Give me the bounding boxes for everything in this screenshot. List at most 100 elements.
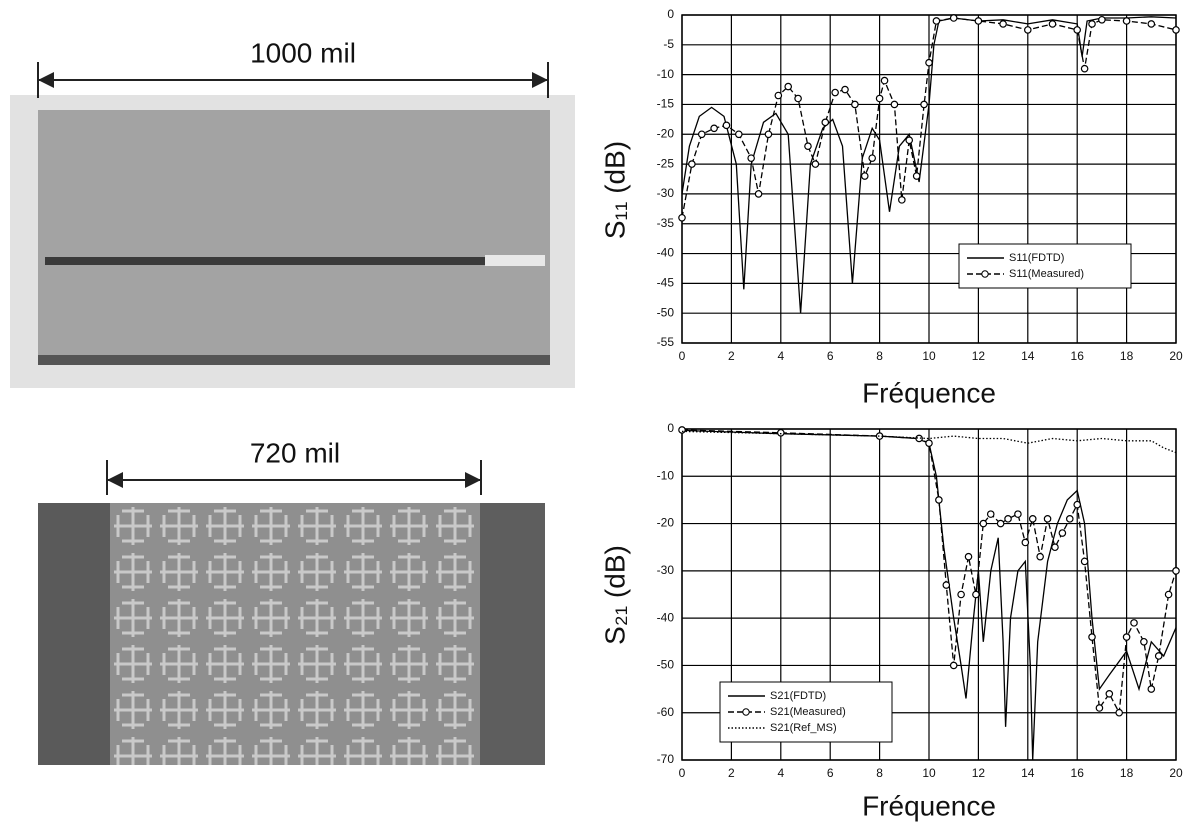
data-point xyxy=(1088,20,1096,28)
y-tick-label: 0 xyxy=(667,421,674,435)
y-tick-label: -70 xyxy=(657,752,675,766)
y-tick-label: -5 xyxy=(663,37,674,51)
data-point xyxy=(1105,689,1114,698)
data-point xyxy=(710,124,718,133)
data-point xyxy=(932,17,941,25)
data-point xyxy=(804,142,812,151)
data-point xyxy=(1164,590,1173,599)
data-point xyxy=(1088,633,1096,641)
data-point xyxy=(1073,500,1082,509)
data-point xyxy=(1172,567,1180,575)
data-point xyxy=(1058,529,1067,537)
data-point xyxy=(1065,515,1074,523)
data-point xyxy=(1098,15,1106,24)
y-tick-label: -30 xyxy=(657,563,675,577)
data-point xyxy=(860,172,869,180)
data-point xyxy=(942,581,951,589)
x-tick-label: 20 xyxy=(1169,766,1183,780)
legend-label: S11(Measured) xyxy=(1009,268,1084,280)
x-tick-label: 0 xyxy=(679,766,686,780)
x-tick-label: 4 xyxy=(777,766,784,780)
data-point xyxy=(811,160,820,168)
data-point xyxy=(972,590,980,599)
x-tick-label: 18 xyxy=(1120,766,1134,780)
data-point xyxy=(1036,552,1044,561)
x-tick-label: 8 xyxy=(876,349,883,363)
legend-marker xyxy=(742,708,750,716)
data-point xyxy=(999,20,1007,28)
data-point xyxy=(957,590,965,599)
data-point xyxy=(1048,20,1057,28)
legend: S11(FDTD) S11(Measured) xyxy=(958,243,1132,289)
data-point xyxy=(925,58,933,67)
photo-microstrip xyxy=(10,95,575,388)
x-tick-label: 14 xyxy=(1021,766,1035,780)
series-line xyxy=(681,430,1177,454)
series-line xyxy=(681,429,1177,761)
data-point xyxy=(1051,543,1059,552)
data-point xyxy=(697,130,706,139)
y-tick-label: -40 xyxy=(657,610,675,624)
data-point xyxy=(754,190,763,198)
x-tick-label: 12 xyxy=(972,349,986,363)
data-point xyxy=(764,130,773,139)
legend-label: S21(Measured) xyxy=(770,706,846,718)
data-point xyxy=(776,428,785,437)
data-point xyxy=(841,85,849,94)
data-point xyxy=(935,496,943,504)
y-axis-label: S₂₁ (dB) xyxy=(599,545,630,645)
data-point xyxy=(1073,26,1082,34)
legend-label: S21(Ref_MS) xyxy=(770,722,837,734)
data-point xyxy=(986,510,995,518)
data-point xyxy=(925,439,933,447)
data-point xyxy=(1140,637,1148,646)
y-tick-label: -20 xyxy=(657,516,675,530)
legend-box xyxy=(958,243,1132,289)
x-tick-label: 8 xyxy=(876,766,883,780)
data-point xyxy=(784,82,793,91)
dimension-label: 720 mil xyxy=(250,437,340,468)
y-tick-label: -40 xyxy=(657,246,675,260)
data-point xyxy=(880,76,889,85)
data-point xyxy=(868,154,876,162)
data-point xyxy=(949,661,958,670)
series-line xyxy=(681,429,1177,715)
x-tick-label: 14 xyxy=(1021,349,1035,363)
y-tick-label: -60 xyxy=(657,705,675,719)
x-tick-label: 10 xyxy=(922,766,936,780)
y-tick-label: -50 xyxy=(657,658,675,672)
y-tick-label: -50 xyxy=(657,305,675,319)
data-point xyxy=(898,196,906,204)
data-point xyxy=(1043,515,1052,523)
y-tick-label: -10 xyxy=(657,468,675,482)
series-line xyxy=(681,16,1177,314)
x-tick-label: 0 xyxy=(679,349,686,363)
data-point xyxy=(996,519,1005,528)
data-point xyxy=(1122,633,1131,641)
photo-ebg xyxy=(38,503,545,765)
data-point xyxy=(1024,26,1032,34)
data-point xyxy=(688,160,696,168)
legend-label: S21(FDTD) xyxy=(770,690,826,702)
data-point xyxy=(979,519,988,528)
x-tick-label: 20 xyxy=(1169,349,1183,363)
data-point xyxy=(890,100,899,109)
data-point xyxy=(1080,557,1089,566)
x-axis-label: Fréquence xyxy=(862,790,996,821)
data-point xyxy=(678,213,686,222)
data-point xyxy=(875,94,884,103)
data-point xyxy=(1154,652,1163,660)
legend-label: S11(FDTD) xyxy=(1009,252,1064,264)
data-point xyxy=(1004,515,1012,523)
y-tick-label: -15 xyxy=(657,97,675,111)
data-point xyxy=(964,552,973,561)
data-point xyxy=(920,100,928,109)
y-tick-label: -25 xyxy=(657,156,675,170)
x-tick-label: 12 xyxy=(972,766,986,780)
data-point xyxy=(678,426,686,434)
y-axis-label: S₁₁ (dB) xyxy=(599,141,630,239)
y-tick-label: -30 xyxy=(657,186,675,200)
data-point xyxy=(1095,704,1104,712)
data-point xyxy=(949,14,958,22)
